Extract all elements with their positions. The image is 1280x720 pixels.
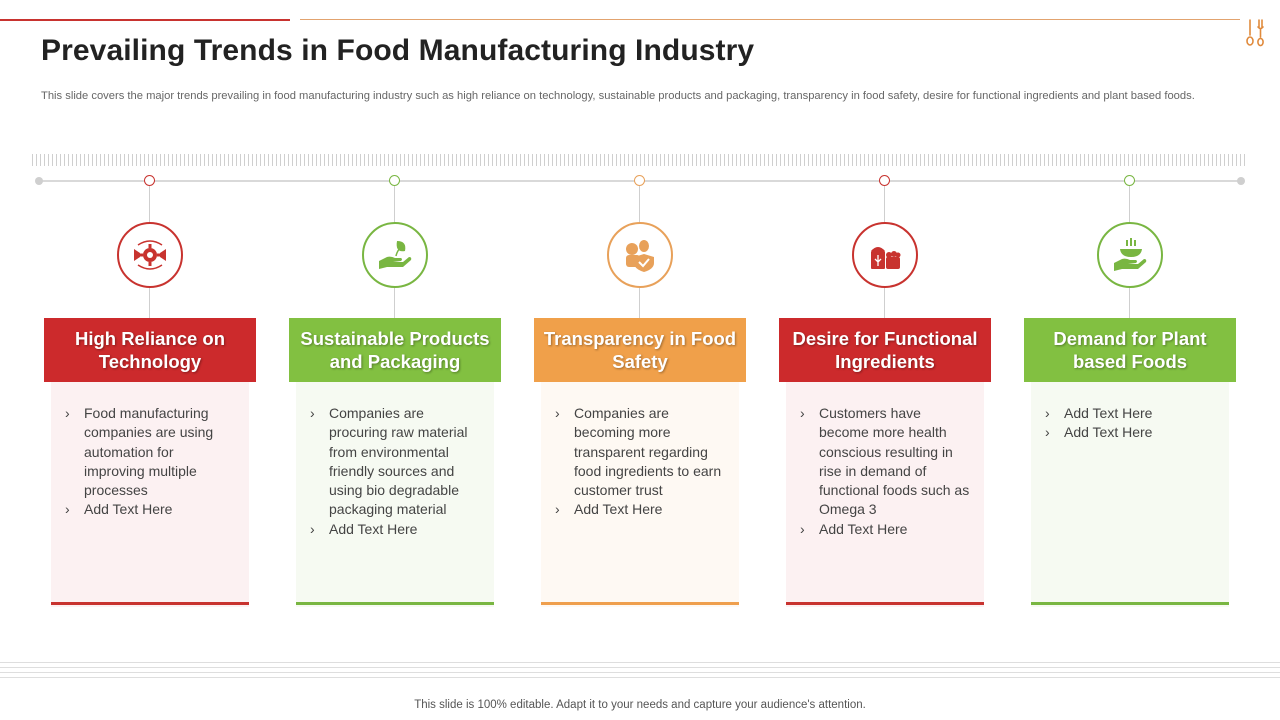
chevron-right-icon: › (800, 405, 805, 421)
timeline-node (389, 175, 400, 186)
footer-rules (0, 662, 1280, 684)
chevron-right-icon: › (65, 405, 70, 421)
card-bottom-bar (1031, 602, 1229, 605)
hand-leaf-icon (379, 241, 412, 269)
chevron-right-icon: › (310, 520, 315, 537)
trend-card-transparency: Transparency in Food Safety › Companies a… (534, 175, 746, 610)
bullet-item: › Companies are becoming more transparent… (555, 405, 722, 499)
trend-card-functional: Desire for Functional Ingredients › Custo… (779, 175, 991, 610)
icon-circle (852, 222, 918, 288)
trend-body: › Companies are procuring raw material fr… (296, 382, 494, 607)
bullet-item: › Add Text Here (65, 500, 237, 519)
food-shield-icon (626, 240, 654, 272)
bullet-item: › Customers have become more health consc… (800, 405, 970, 518)
card-bottom-bar (541, 602, 739, 605)
trend-heading: Demand for Plant based Foods (1024, 318, 1236, 382)
timeline-end-dot (1237, 177, 1245, 185)
slide-title: Prevailing Trends in Food Manufacturing … (41, 34, 755, 67)
trend-card-plant-based: Demand for Plant based Foods › Add Text H… (1024, 175, 1236, 610)
slide-subtitle: This slide covers the major trends preva… (41, 90, 1195, 102)
trend-body: › Customers have become more health consc… (786, 382, 984, 607)
trend-heading: Desire for Functional Ingredients (779, 318, 991, 382)
bullet-item: › Add Text Here (800, 520, 972, 539)
hand-bowl-icon (1114, 238, 1147, 271)
chevron-right-icon: › (1045, 424, 1050, 441)
card-bottom-bar (51, 602, 249, 605)
chevron-right-icon: › (555, 405, 560, 421)
bullet-item: › Add Text Here (1045, 423, 1217, 442)
trend-heading: High Reliance on Technology (44, 318, 256, 382)
trend-heading: Sustainable Products and Packaging (289, 318, 501, 382)
icon-circle (117, 222, 183, 288)
icon-circle (1097, 222, 1163, 288)
timeline-node (879, 175, 890, 186)
bullet-item: › Companies are procuring raw material fr… (310, 405, 468, 518)
grain-basket-icon (871, 247, 901, 269)
trend-body: › Add Text Here › Add Text Here (1031, 382, 1229, 607)
card-bottom-bar (786, 602, 984, 605)
bullet-item: › Food manufacturing companies are using … (65, 405, 214, 499)
chevron-right-icon: › (65, 501, 70, 518)
chevron-right-icon: › (555, 501, 560, 518)
chevron-right-icon: › (310, 405, 315, 421)
icon-circle (607, 222, 673, 288)
trend-card-technology: High Reliance on Technology › Food manufa… (44, 175, 256, 610)
trend-card-sustainable: Sustainable Products and Packaging › Comp… (289, 175, 501, 610)
trend-body: › Food manufacturing companies are using … (51, 382, 249, 607)
timeline-node (144, 175, 155, 186)
fork-spoon-icon (1246, 19, 1264, 47)
top-rule-line (300, 19, 1240, 20)
bullet-item: › Add Text Here (555, 500, 727, 519)
top-accent-line (0, 19, 290, 21)
gear-conveyor-icon (134, 240, 166, 270)
bullet-item: › Add Text Here (1045, 404, 1217, 423)
timeline-node (634, 175, 645, 186)
card-bottom-bar (296, 602, 494, 605)
chevron-right-icon: › (1045, 405, 1050, 421)
tick-strip (32, 154, 1246, 166)
footer-note: This slide is 100% editable. Adapt it to… (414, 699, 866, 711)
trend-body: › Companies are becoming more transparent… (541, 382, 739, 607)
timeline-node (1124, 175, 1135, 186)
trend-heading: Transparency in Food Safety (534, 318, 746, 382)
icon-circle (362, 222, 428, 288)
chevron-right-icon: › (800, 520, 805, 537)
timeline-start-dot (35, 177, 43, 185)
bullet-item: › Add Text Here (310, 520, 482, 539)
